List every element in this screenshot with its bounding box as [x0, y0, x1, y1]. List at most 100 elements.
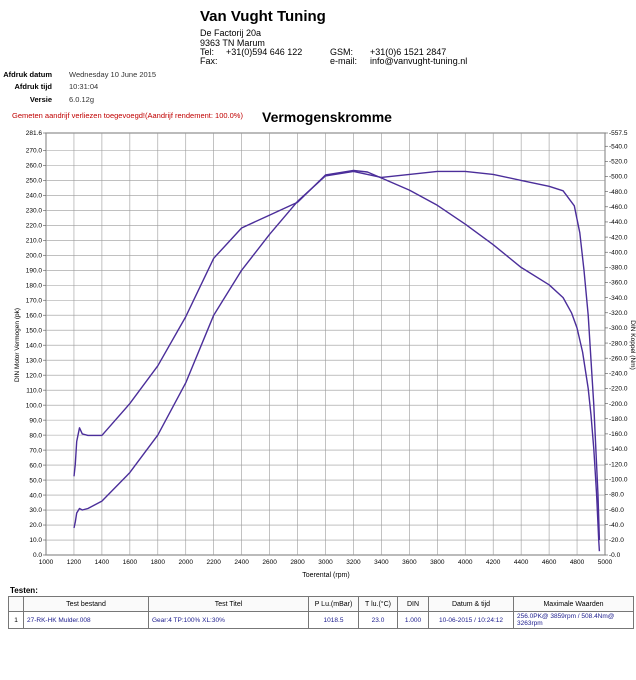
x-tick-label: 4200: [486, 559, 501, 566]
y-tick-label: 40.0: [29, 492, 42, 499]
row-temp: 23.0: [358, 611, 398, 629]
x-tick-label: 5000: [598, 559, 613, 566]
row-max: 256.0PK@ 3859rpm / 508.4Nm@ 3263rpm: [513, 611, 634, 629]
chart-title: Vermogenskromme: [262, 109, 392, 125]
y-tick-label: 80.0: [29, 432, 42, 439]
x-axis-label: Toerental (rpm): [302, 572, 349, 579]
torque-curve-line: [73, 169, 601, 552]
x-tick-label: 2000: [179, 559, 194, 566]
table-row[interactable]: 1 27-RK-HK Mulder.008 Gear:4 TP:100% XL:…: [8, 611, 634, 629]
y-tick-label: 281.6: [26, 130, 43, 137]
y2-tick-label: -60.0: [609, 507, 624, 514]
y-tick-label: 20.0: [29, 522, 42, 529]
y2-tick-label: -200.0: [609, 401, 628, 408]
y-tick-label: 120.0: [26, 372, 43, 379]
y2-tick-label: -160.0: [609, 431, 628, 438]
x-tick-label: 1000: [39, 559, 54, 566]
y-tick-label: 70.0: [29, 447, 42, 454]
print-time-value: 10:31:04: [69, 82, 99, 91]
x-tick-label: 1200: [67, 559, 82, 566]
y-tick-label: 270.0: [26, 148, 43, 155]
fax-label: Fax:: [200, 56, 218, 66]
y2-tick-label: -120.0: [609, 461, 628, 468]
x-tick-label: 2600: [262, 559, 277, 566]
y-tick-label: 140.0: [26, 342, 43, 349]
y2-tick-label: -380.0: [609, 265, 628, 272]
y-tick-label: 260.0: [26, 163, 43, 170]
row-title: Gear:4 TP:100% XL:30%: [148, 611, 309, 629]
y-axis-label: DIN Motor Vermogen (pk): [14, 308, 21, 382]
y2-tick-label: -360.0: [609, 280, 628, 287]
loss-note: Gemeten aandrijf verliezen toegevoegd!(A…: [12, 111, 243, 120]
chart-grid: [45, 132, 606, 556]
y-tick-label: 170.0: [26, 297, 43, 304]
y2-tick-label: -300.0: [609, 325, 628, 332]
x-tick-label: 1800: [151, 559, 166, 566]
version-value: 6.0.12g: [69, 95, 95, 104]
y-tick-label: 90.0: [29, 417, 42, 424]
y2-tick-label: -0.0: [609, 552, 621, 559]
y2-tick-label: -320.0: [609, 310, 628, 317]
email-label: e-mail:: [330, 56, 358, 66]
y2-tick-label: -340.0: [609, 295, 628, 302]
row-pressure: 1018.5: [308, 611, 359, 629]
y2-tick-label: -460.0: [609, 204, 628, 211]
y2-tick-label: -540.0: [609, 143, 628, 150]
row-datetime: 10-06-2015 / 10:24:12: [428, 611, 514, 629]
y-tick-label: 150.0: [26, 327, 43, 334]
y2-tick-label: -520.0: [609, 159, 628, 166]
tests-header-row: Test bestand Test Titel P Lu.(mBar) T lu…: [8, 596, 634, 612]
tests-table: Test bestand Test Titel P Lu.(mBar) T lu…: [8, 596, 634, 629]
tests-label: Testen:: [10, 586, 38, 595]
row-din: 1.000: [397, 611, 429, 629]
col-din: DIN: [397, 596, 429, 612]
version-label: Versie: [29, 95, 52, 104]
y-tick-label: 130.0: [26, 357, 43, 364]
power-torque-chart: 1000 1200 1400 1600 1800 2000 2200 2400 2600 2800…: [14, 130, 636, 579]
email-value: info@vanvught-tuning.nl: [370, 56, 468, 66]
col-temp: T lu.(°C): [358, 596, 398, 612]
x-tick-label: 4400: [514, 559, 529, 566]
y-tick-label: 200.0: [26, 252, 43, 259]
index-header: [8, 596, 24, 612]
x-tick-label: 3600: [402, 559, 417, 566]
gsm-label: GSM:: [330, 47, 354, 57]
gsm-value: +31(0)6 1521 2847: [370, 47, 447, 57]
tel-value: +31(0)594 646 122: [226, 47, 303, 57]
row-index: 1: [8, 611, 24, 629]
y2-tick-label: -220.0: [609, 386, 628, 393]
x-tick-label: 2400: [234, 559, 249, 566]
x-tick-label: 1600: [123, 559, 138, 566]
y-tick-label: 230.0: [26, 208, 43, 215]
y2-tick-label: -140.0: [609, 446, 628, 453]
company-name: Van Vught Tuning: [200, 8, 326, 25]
chart-series: [73, 169, 601, 552]
y-tick-label: 60.0: [29, 462, 42, 469]
print-date-label: Afdruk datum: [3, 70, 52, 79]
y2-tick-label: -20.0: [609, 537, 624, 544]
col-datetime: Datum & tijd: [428, 596, 514, 612]
print-date-value: Wednesday 10 June 2015: [69, 70, 157, 79]
y-tick-label: 100.0: [26, 402, 43, 409]
y2-axis-label: DIN Koppel (Nm): [629, 320, 636, 369]
y-tick-label: 180.0: [26, 282, 43, 289]
y-tick-label: 110.0: [26, 387, 42, 394]
y-tick-label: 50.0: [29, 477, 42, 484]
y2-tick-label: -480.0: [609, 189, 628, 196]
col-test-title: Test Titel: [148, 596, 309, 612]
y-tick-label: 250.0: [26, 178, 43, 185]
col-max: Maximale Waarden: [513, 596, 634, 612]
x-tick-label: 2800: [290, 559, 305, 566]
col-pressure: P Lu.(mBar): [308, 596, 359, 612]
tel-label: Tel:: [200, 47, 215, 57]
y2-tick-label: -100.0: [609, 477, 628, 484]
y-tick-label: 160.0: [26, 312, 43, 319]
y2-tick-label: -400.0: [609, 249, 628, 256]
y-tick-label: 10.0: [29, 537, 42, 544]
y-tick-label: 240.0: [26, 193, 43, 200]
x-tick-label: 3400: [374, 559, 389, 566]
company-street: De Factorij 20a: [200, 28, 262, 38]
x-tick-label: 3800: [430, 559, 445, 566]
x-tick-label: 1400: [95, 559, 110, 566]
row-file: 27-RK-HK Mulder.008: [23, 611, 149, 629]
